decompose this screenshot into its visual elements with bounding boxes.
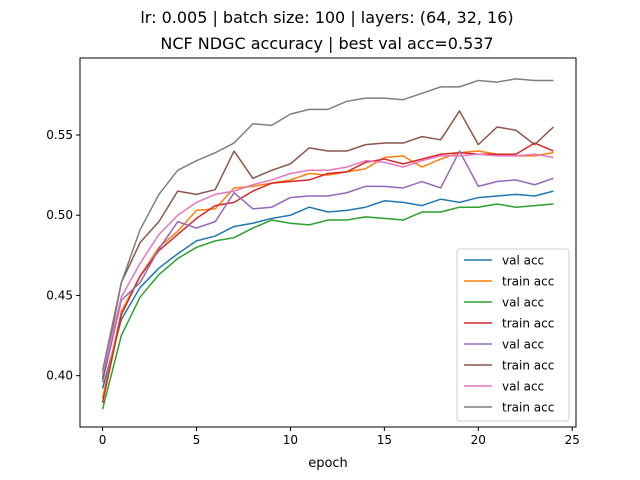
series-line-5 bbox=[101, 150, 554, 383]
chart-subtitle: NCF NDGC accuracy | best val acc=0.537 bbox=[160, 34, 493, 53]
x-tick-label: 0 bbox=[99, 433, 107, 447]
axes-frame bbox=[79, 57, 577, 428]
x-tick-label: 15 bbox=[377, 433, 392, 447]
y-tick-label: 0.55 bbox=[46, 128, 73, 142]
series-lines bbox=[101, 78, 554, 410]
legend-label: train acc bbox=[502, 317, 554, 331]
y-axis: 0.40 0.45 0.50 0.55 bbox=[46, 128, 80, 383]
series-line-8 bbox=[101, 78, 554, 372]
y-tick-label: 0.40 bbox=[46, 369, 73, 383]
x-axis: 0 5 10 15 20 25 bbox=[99, 427, 580, 447]
legend: val acc train acc val acc train acc val acc t… bbox=[456, 248, 570, 422]
series-line-7 bbox=[101, 153, 554, 375]
x-axis-label: epoch bbox=[308, 456, 348, 471]
y-tick-label: 0.50 bbox=[46, 208, 73, 222]
legend-label: train acc bbox=[502, 275, 554, 289]
plot-area: 0 5 10 15 20 25 0.40 0.45 0.50 0.55 bbox=[46, 57, 580, 447]
series-line-1 bbox=[101, 190, 554, 389]
legend-label: train acc bbox=[502, 401, 554, 415]
y-tick-label: 0.45 bbox=[46, 288, 73, 302]
series-line-6 bbox=[101, 110, 554, 380]
series-line-2 bbox=[101, 150, 554, 399]
x-tick-label: 20 bbox=[471, 433, 486, 447]
x-tick-label: 25 bbox=[565, 433, 580, 447]
legend-frame bbox=[456, 248, 570, 422]
chart-title: lr: 0.005 | batch size: 100 | layers: (6… bbox=[140, 8, 513, 27]
legend-label: val acc bbox=[502, 254, 544, 268]
x-tick-label: 5 bbox=[193, 433, 201, 447]
legend-label: train acc bbox=[502, 359, 554, 373]
x-tick-label: 10 bbox=[283, 433, 298, 447]
series-line-3 bbox=[101, 203, 554, 410]
legend-label: val acc bbox=[502, 296, 544, 310]
legend-label: val acc bbox=[502, 338, 544, 352]
legend-label: val acc bbox=[502, 380, 544, 394]
